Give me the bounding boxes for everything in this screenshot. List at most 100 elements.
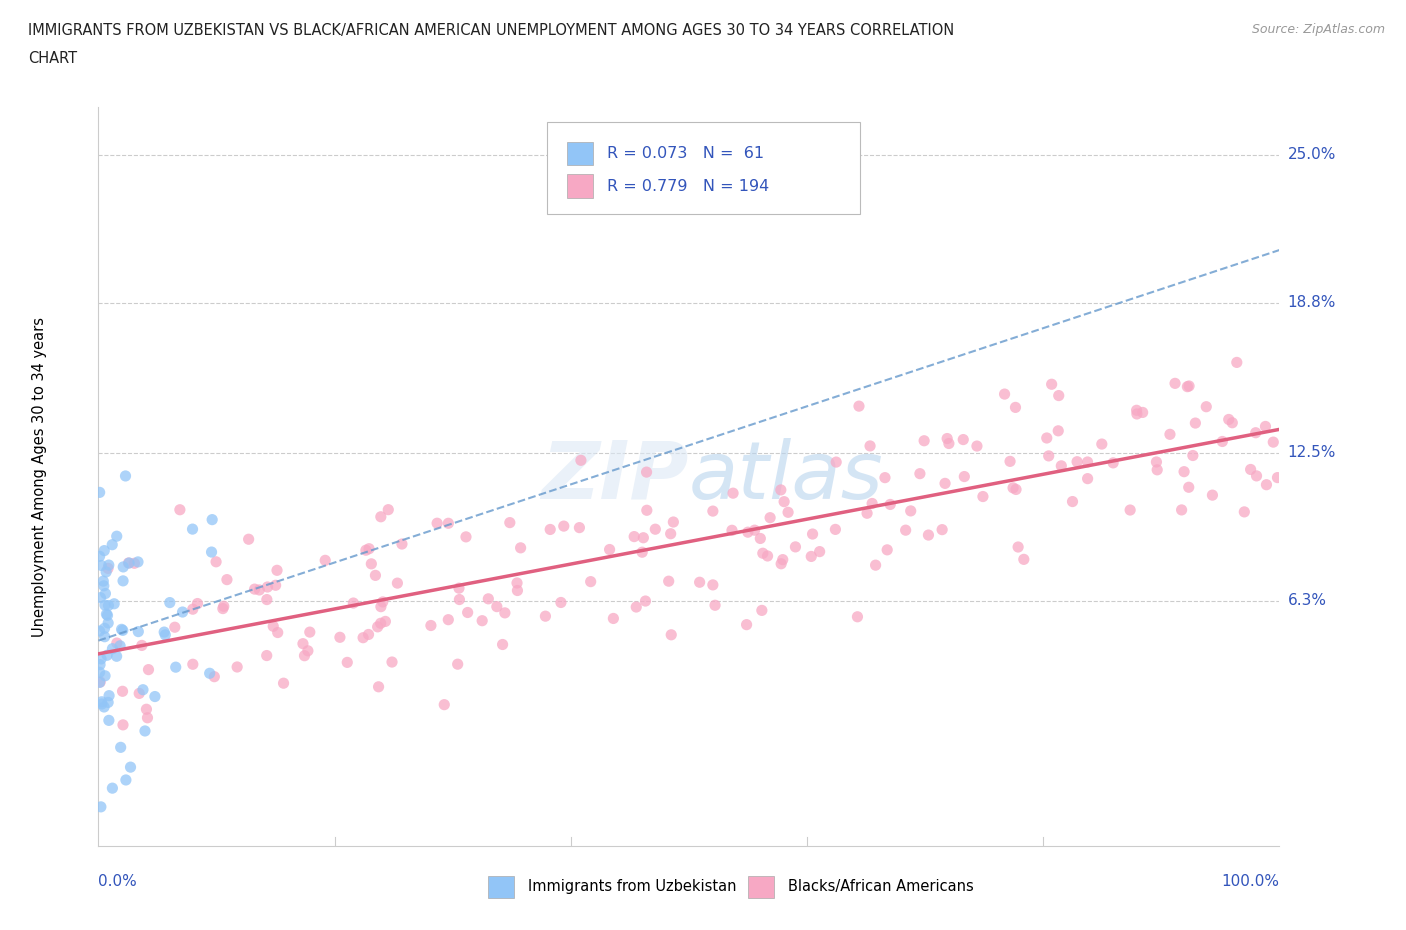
Point: [1012, 551, 1035, 566]
Point: [1050, 458, 1073, 473]
Point: [848, 399, 870, 414]
Point: [90, 695, 112, 710]
Point: [354, 543, 377, 558]
Point: [659, 526, 682, 541]
Point: [1218, 412, 1240, 427]
Point: [737, 525, 759, 539]
Point: [917, 527, 939, 542]
Point: [1244, 425, 1267, 440]
Point: [1211, 434, 1233, 449]
Point: [103, 596, 125, 611]
Point: [97, 695, 120, 710]
Point: [801, 526, 824, 541]
Point: [1164, 376, 1187, 391]
Point: [89, 485, 111, 499]
Point: [181, 522, 204, 537]
Point: [662, 514, 685, 529]
Point: [364, 568, 387, 583]
Point: [267, 625, 290, 640]
Point: [90, 652, 112, 667]
Point: [266, 563, 288, 578]
Point: [744, 523, 766, 538]
Point: [96, 606, 118, 621]
Point: [751, 603, 773, 618]
Point: [1177, 379, 1199, 394]
Point: [391, 537, 413, 551]
Text: 0.0%: 0.0%: [98, 874, 138, 889]
Point: [936, 432, 959, 446]
Text: atlas: atlas: [689, 438, 884, 515]
Point: [374, 614, 396, 629]
Point: [808, 544, 831, 559]
Point: [1091, 436, 1114, 451]
Point: [634, 593, 657, 608]
Point: [752, 546, 775, 561]
Point: [659, 628, 682, 643]
Point: [128, 686, 150, 701]
Point: [1125, 403, 1147, 418]
Point: [599, 542, 621, 557]
Point: [1005, 482, 1028, 497]
Point: [1201, 487, 1223, 502]
Point: [631, 545, 654, 560]
Point: [1159, 427, 1181, 442]
Point: [112, 574, 135, 589]
Point: [294, 648, 316, 663]
Point: [908, 466, 931, 481]
Point: [931, 523, 953, 538]
Point: [865, 558, 887, 573]
Point: [370, 599, 392, 614]
Point: [124, 556, 146, 571]
Point: [721, 523, 744, 538]
Point: [143, 689, 166, 704]
Text: R = 0.073   N =  61: R = 0.073 N = 61: [607, 146, 765, 161]
Point: [626, 600, 648, 615]
Point: [90, 558, 112, 573]
Point: [291, 636, 314, 651]
Point: [998, 454, 1021, 469]
Point: [101, 642, 124, 657]
Point: [1040, 377, 1063, 392]
Point: [1254, 419, 1277, 434]
Point: [1004, 400, 1026, 415]
Point: [769, 483, 792, 498]
Point: [447, 657, 470, 671]
Point: [256, 648, 278, 663]
Point: [101, 538, 124, 552]
Point: [211, 601, 233, 616]
Point: [449, 592, 471, 607]
Point: [912, 433, 935, 448]
Point: [329, 630, 352, 644]
Point: [135, 702, 157, 717]
Point: [215, 572, 238, 587]
Point: [198, 666, 221, 681]
Point: [118, 555, 141, 570]
Point: [1002, 481, 1025, 496]
Point: [856, 506, 879, 521]
Point: [314, 553, 336, 568]
Text: Immigrants from Uzbekistan: Immigrants from Uzbekistan: [529, 880, 737, 895]
Point: [98, 688, 121, 703]
Point: [89, 624, 111, 639]
Text: Blacks/African Americans: Blacks/African Americans: [789, 880, 974, 895]
Point: [433, 698, 456, 712]
Text: Source: ZipAtlas.com: Source: ZipAtlas.com: [1251, 23, 1385, 36]
Point: [117, 555, 139, 570]
Point: [1239, 462, 1261, 477]
Point: [879, 497, 901, 512]
Point: [633, 530, 655, 545]
Point: [136, 711, 159, 725]
Point: [485, 599, 508, 614]
Point: [1047, 423, 1070, 438]
Point: [89, 549, 111, 564]
Point: [704, 598, 727, 613]
Point: [256, 592, 278, 607]
Point: [689, 575, 711, 590]
Point: [108, 638, 131, 653]
Point: [238, 532, 260, 547]
Point: [749, 531, 772, 546]
Point: [138, 662, 160, 677]
Point: [226, 659, 249, 674]
Point: [370, 616, 392, 631]
Point: [1220, 416, 1243, 431]
